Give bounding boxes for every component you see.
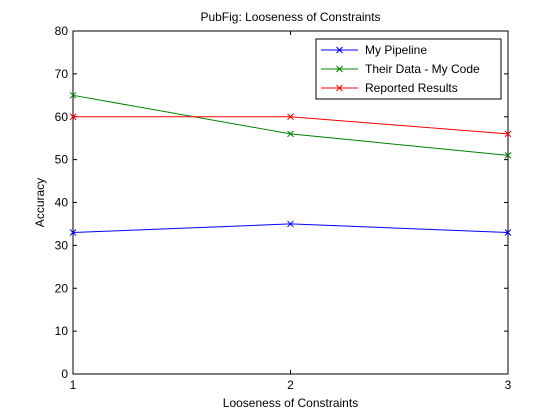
y-tick-label: 40 — [55, 196, 69, 210]
y-tick-label: 10 — [55, 324, 69, 338]
legend-swatch-marker — [336, 84, 343, 92]
legend-item: My Pipeline — [321, 43, 427, 57]
legend-label: My Pipeline — [365, 43, 427, 57]
data-point — [287, 113, 294, 121]
y-tick-label: 80 — [55, 24, 69, 38]
legend-label: Their Data - My Code — [365, 62, 480, 76]
data-point — [69, 91, 77, 99]
data-point — [504, 151, 512, 159]
x-tick-label: 1 — [70, 378, 77, 392]
data-point — [504, 229, 512, 236]
series-1 — [69, 91, 512, 159]
series-layer — [69, 91, 512, 236]
data-point — [69, 113, 77, 121]
x-tick-label: 2 — [287, 378, 294, 392]
legend: My Pipeline Their Data - My Code Reported … — [315, 38, 502, 100]
legend-item: Their Data - My Code — [321, 62, 480, 76]
legend-swatch-marker — [336, 65, 343, 73]
data-point — [69, 229, 77, 236]
y-tick-label: 60 — [55, 110, 69, 124]
y-axis-label: Accuracy — [33, 178, 47, 227]
chart-title: PubFig: Looseness of Constraints — [200, 10, 380, 24]
data-point — [504, 130, 512, 138]
y-tick-label: 30 — [55, 238, 69, 252]
series-0 — [69, 220, 512, 236]
series-2 — [69, 113, 512, 138]
x-tick-label: 3 — [505, 378, 512, 392]
x-axis-label: Looseness of Constraints — [223, 396, 358, 410]
data-point — [287, 130, 294, 138]
legend-swatch-marker — [336, 46, 343, 54]
legend-item: Reported Results — [321, 81, 458, 95]
y-tick-label: 70 — [55, 67, 69, 81]
y-tick-label: 0 — [61, 367, 68, 381]
data-point — [287, 220, 294, 228]
legend-label: Reported Results — [365, 81, 458, 95]
y-tick-label: 20 — [55, 281, 69, 295]
y-tick-label: 50 — [55, 153, 69, 167]
